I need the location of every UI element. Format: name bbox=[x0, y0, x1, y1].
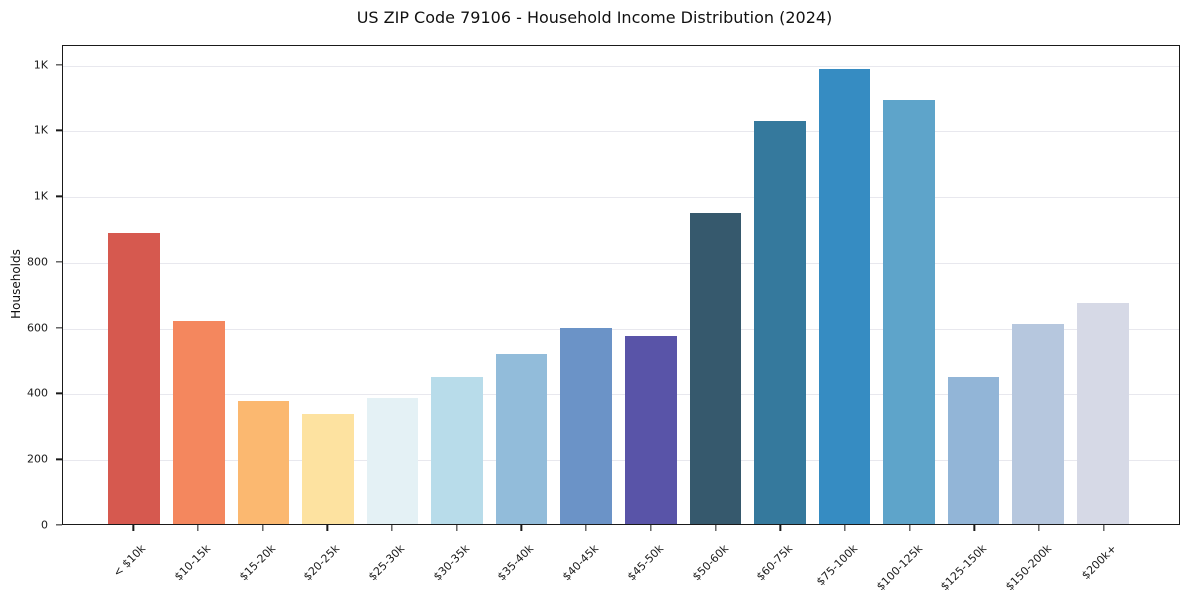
bar-slot bbox=[167, 46, 232, 524]
x-tick-label: $200k+ bbox=[1078, 542, 1119, 583]
x-tick-mark bbox=[585, 525, 587, 531]
bar-slot bbox=[231, 46, 296, 524]
x-tick-mark bbox=[1038, 525, 1040, 531]
bar-$200k+ bbox=[1076, 303, 1129, 524]
bar-slot bbox=[102, 46, 167, 524]
gridline bbox=[63, 131, 1179, 133]
x-tick-mark bbox=[1103, 525, 1105, 531]
gridline bbox=[63, 394, 1179, 396]
y-tick-mark bbox=[56, 458, 62, 460]
y-tick-mark bbox=[56, 64, 62, 66]
y-tick-mark bbox=[56, 327, 62, 329]
bar-slot bbox=[1070, 46, 1135, 524]
y-tick-mark bbox=[56, 261, 62, 263]
bar-$45-50k bbox=[624, 335, 677, 524]
gridline bbox=[63, 262, 1179, 264]
y-tick-label: 400 bbox=[27, 386, 48, 400]
y-tick-mark bbox=[56, 392, 62, 395]
y-tick-label: 200 bbox=[27, 452, 48, 466]
y-tick-label: 1K bbox=[33, 189, 48, 203]
x-tick-mark bbox=[844, 525, 846, 531]
x-tick-label: $25-30k bbox=[366, 542, 408, 584]
x-tick-mark bbox=[650, 525, 652, 531]
bar-$20-25k bbox=[302, 414, 354, 524]
bar-$60-75k bbox=[754, 121, 806, 524]
bar-slot bbox=[941, 46, 1006, 524]
gridline bbox=[63, 328, 1179, 330]
bar-$100-125k bbox=[883, 100, 935, 524]
bar-slot bbox=[812, 46, 877, 524]
x-tick-label: $100-125k bbox=[873, 542, 925, 590]
x-tick-label: $45-50k bbox=[624, 542, 667, 584]
x-tick-label: $35-40k bbox=[495, 542, 537, 584]
y-tick-mark bbox=[56, 524, 62, 526]
x-tick-label: $75-100k bbox=[813, 542, 861, 589]
y-tick-mark bbox=[56, 195, 62, 197]
y-tick-label: 800 bbox=[27, 255, 48, 269]
bar-$50-60k bbox=[689, 212, 742, 524]
x-tick-mark bbox=[973, 525, 975, 531]
bars-container bbox=[63, 46, 1179, 524]
gridline bbox=[63, 65, 1179, 67]
bar-$15-20k bbox=[237, 401, 290, 524]
gridline bbox=[63, 460, 1179, 462]
y-tick-label: 1K bbox=[33, 123, 48, 137]
plot-area bbox=[62, 45, 1180, 525]
x-tick-mark bbox=[326, 525, 329, 531]
gridline bbox=[63, 197, 1179, 199]
x-tick-mark bbox=[779, 525, 781, 531]
bar-$35-40k bbox=[495, 353, 548, 524]
x-tick-mark bbox=[391, 525, 393, 531]
bar-slot bbox=[877, 46, 942, 524]
x-tick-label: $15-20k bbox=[236, 542, 278, 584]
x-tick-mark bbox=[456, 525, 458, 531]
x-tick-mark bbox=[520, 525, 523, 531]
bar-$75-100k bbox=[818, 68, 871, 524]
x-tick-label: $125-150k bbox=[938, 542, 990, 590]
bar-$125-150k bbox=[947, 376, 1000, 524]
x-tick-label: $10-15k bbox=[171, 542, 214, 584]
x-tick-mark bbox=[197, 525, 199, 531]
bar-< $10k bbox=[108, 232, 161, 524]
y-tick-label: 600 bbox=[27, 321, 48, 335]
bar-$30-35k bbox=[431, 376, 483, 524]
chart-title: US ZIP Code 79106 - Household Income Dis… bbox=[356, 8, 833, 27]
x-axis: < $10k $10-15k $15-20k $20-25k $25-30k $30-35… bbox=[62, 525, 1180, 590]
x-tick-label: $150-200k bbox=[1003, 542, 1055, 590]
x-tick-label: $50-60k bbox=[689, 542, 731, 584]
x-tick-mark bbox=[908, 525, 911, 531]
bar-slot bbox=[360, 46, 425, 524]
x-tick-label: $40-45k bbox=[560, 542, 602, 584]
y-axis: 0 200 400 600 800 1K 1K 1K bbox=[0, 45, 62, 532]
y-tick-label: 0 bbox=[41, 518, 48, 532]
x-tick-label: < $10k bbox=[110, 542, 149, 580]
x-tick-label: $20-25k bbox=[301, 542, 343, 584]
y-tick-label: 1K bbox=[33, 58, 48, 72]
bar-$10-15k bbox=[173, 321, 225, 524]
bar-slot bbox=[554, 46, 619, 524]
y-tick-mark bbox=[56, 129, 62, 132]
bar-$40-45k bbox=[560, 327, 613, 524]
bar-slot bbox=[748, 46, 813, 524]
bar-slot bbox=[296, 46, 361, 524]
x-tick-label: $30-35k bbox=[430, 542, 472, 584]
x-tick-label: $60-75k bbox=[754, 542, 796, 584]
bar-$25-30k bbox=[366, 397, 419, 524]
bar-slot bbox=[1006, 46, 1071, 524]
bar-slot bbox=[683, 46, 748, 524]
bar-$150-200k bbox=[1012, 324, 1064, 524]
bar-slot bbox=[619, 46, 684, 524]
x-tick-mark bbox=[262, 525, 264, 531]
x-tick-mark bbox=[132, 525, 134, 531]
x-tick-mark bbox=[714, 525, 717, 531]
bar-slot bbox=[489, 46, 554, 524]
bar-slot bbox=[425, 46, 490, 524]
